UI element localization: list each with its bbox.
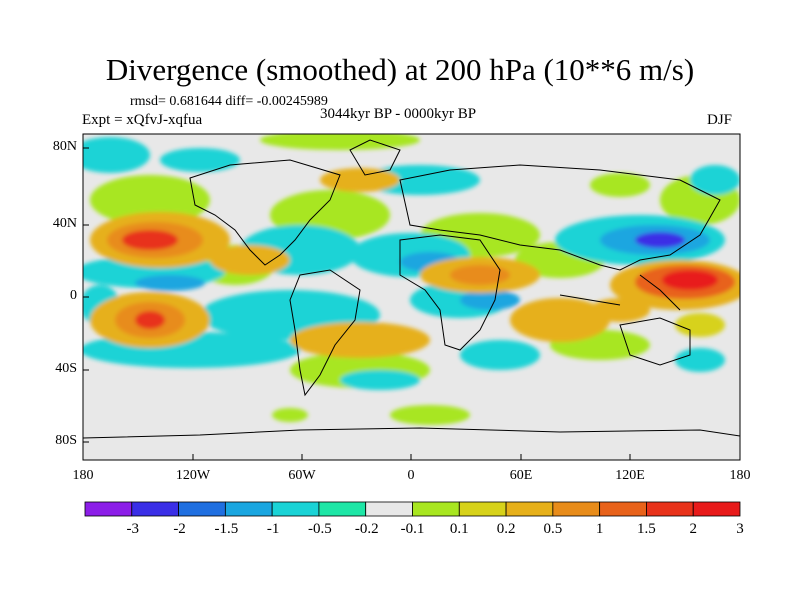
colorbar-swatch: [271, 501, 320, 517]
colorbar-swatch: [552, 501, 601, 517]
colorbar-label: -0.2: [354, 521, 379, 537]
lat-tick-label: 40N: [52, 216, 77, 231]
colorbar-label: -0.5: [308, 521, 332, 537]
period-label: 3044kyr BP - 0000kyr BP: [320, 106, 477, 122]
lon-tick-label: 0: [407, 468, 415, 483]
colorbar-swatch: [412, 501, 460, 517]
lat-tick-label: 80S: [55, 433, 77, 448]
colorbar-swatch: [692, 501, 741, 517]
lat-tick-label: 80N: [52, 139, 77, 154]
colorbar-label: 2: [689, 521, 697, 537]
colorbar-swatch: [178, 501, 226, 517]
lon-tick-label: 180: [729, 468, 751, 483]
colorbar-label: 3: [736, 521, 744, 537]
colorbar-swatch: [458, 501, 507, 517]
colorbar-swatch: [224, 501, 273, 517]
coastlines: [83, 139, 740, 439]
colorbar-label: -1: [266, 521, 280, 537]
axis-ticks: [82, 147, 741, 460]
colorbar-swatch: [505, 501, 554, 517]
colorbar-label: -0.1: [400, 521, 425, 537]
colorbar-label: 0.5: [543, 521, 563, 537]
colorbar-label: -3: [126, 521, 140, 537]
lon-tick-label: 60E: [509, 468, 533, 483]
colorbar-label: -1.5: [214, 521, 239, 537]
map-title: Divergence (smoothed) at 200 hPa (10**6 …: [105, 52, 695, 87]
lon-tick-label: 180: [72, 468, 94, 483]
colorbar-label: -2: [173, 521, 186, 537]
colorbar-label: 1: [595, 521, 604, 537]
divergence-field: [83, 134, 740, 460]
colorbar-swatch: [599, 501, 647, 517]
colorbar-label: 0.1: [449, 521, 469, 537]
colorbar-swatch: [84, 501, 133, 517]
season-label: DJF: [707, 112, 733, 128]
lon-tick-label: 120W: [175, 468, 211, 483]
colorbar-label: 0.2: [496, 521, 516, 537]
lat-tick-label: 40S: [55, 361, 77, 376]
lon-tick-label: 60W: [288, 468, 316, 483]
colorbar-swatch: [318, 501, 367, 517]
colorbar-swatch: [131, 501, 179, 517]
experiment-label: Expt = xQfvJ-xqfua: [82, 112, 203, 128]
colorbar-swatch: [646, 501, 694, 517]
lon-tick-label: 120E: [615, 468, 645, 483]
colorbar-swatch: [365, 501, 413, 517]
colorbar-label: 1.5: [637, 521, 656, 537]
colorbar: [84, 501, 741, 517]
stats-text: rmsd= 0.681644 diff= -0.00245989: [130, 94, 328, 109]
lat-tick-label: 0: [70, 288, 77, 303]
